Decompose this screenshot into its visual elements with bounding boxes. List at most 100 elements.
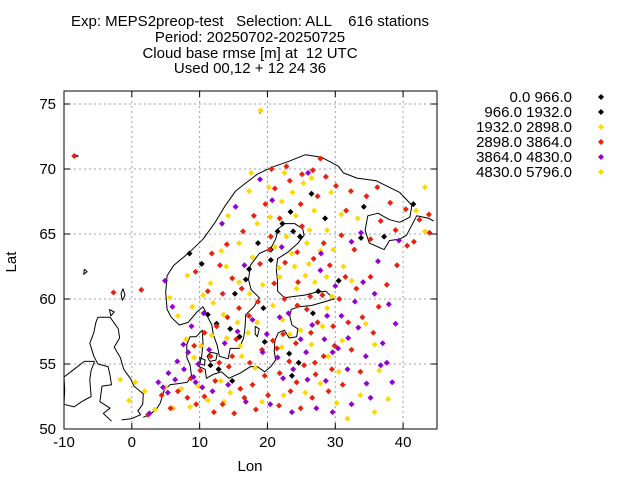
station-marker xyxy=(292,212,299,219)
station-marker xyxy=(377,362,384,369)
station-marker xyxy=(193,401,200,408)
station-marker xyxy=(189,303,196,310)
station-marker xyxy=(362,353,369,360)
station-marker xyxy=(288,409,295,416)
station-marker xyxy=(313,405,320,412)
station-marker xyxy=(269,197,276,204)
station-marker xyxy=(207,362,214,369)
station-marker xyxy=(348,277,355,284)
title-line: Exp: MEPS2preop-test Selection: ALL 616 … xyxy=(71,13,429,30)
station-marker xyxy=(328,189,335,196)
station-marker xyxy=(259,398,265,405)
station-marker xyxy=(238,353,245,360)
station-marker xyxy=(320,353,327,360)
station-marker xyxy=(259,349,266,356)
station-marker xyxy=(155,379,162,386)
station-marker xyxy=(220,311,227,318)
station-marker xyxy=(425,211,432,218)
station-marker xyxy=(249,254,256,261)
station-marker xyxy=(314,319,321,326)
station-marker xyxy=(276,402,282,409)
station-marker xyxy=(283,233,290,240)
station-marker xyxy=(312,371,319,378)
station-marker xyxy=(363,380,370,387)
station-marker xyxy=(227,389,234,396)
legend-marker xyxy=(598,154,604,160)
station-marker xyxy=(333,400,340,406)
station-marker xyxy=(314,193,321,200)
y-tick-label: 50 xyxy=(39,421,56,438)
y-tick-label: 55 xyxy=(39,356,56,373)
station-marker xyxy=(322,173,329,180)
coastline xyxy=(63,360,95,408)
coastline xyxy=(120,288,126,301)
station-marker xyxy=(353,285,360,292)
legend-marker xyxy=(598,94,604,100)
station-marker xyxy=(286,350,293,357)
y-axis-label: Lat xyxy=(3,251,20,273)
station-marker xyxy=(254,319,261,326)
station-marker xyxy=(225,363,232,370)
station-marker xyxy=(383,359,390,366)
station-marker xyxy=(219,401,226,408)
station-marker xyxy=(255,240,261,247)
station-marker xyxy=(238,285,245,292)
station-marker xyxy=(267,401,274,408)
station-marker xyxy=(358,234,364,241)
station-marker xyxy=(330,246,337,253)
station-marker xyxy=(219,220,225,227)
station-marker xyxy=(246,266,253,273)
station-marker xyxy=(208,332,215,339)
station-marker xyxy=(387,199,394,206)
station-marker xyxy=(325,388,332,395)
station-marker xyxy=(201,329,208,336)
station-marker xyxy=(339,337,346,344)
station-marker xyxy=(360,203,367,210)
station-marker xyxy=(363,193,370,200)
station-marker xyxy=(192,379,199,386)
station-marker xyxy=(246,188,253,195)
station-marker xyxy=(288,250,295,257)
station-marker xyxy=(241,262,248,269)
station-marker xyxy=(266,246,273,253)
station-marker xyxy=(311,207,318,214)
station-marker xyxy=(307,293,314,300)
legend-marker xyxy=(598,109,604,115)
station-marker xyxy=(283,163,290,170)
station-marker xyxy=(295,359,302,366)
station-marker xyxy=(294,249,301,256)
station-marker xyxy=(329,349,336,356)
station-marker xyxy=(383,281,390,288)
station-marker xyxy=(357,368,364,375)
station-marker xyxy=(309,322,316,328)
title-line: Used 00,12 + 12 24 36 xyxy=(174,60,326,77)
station-marker xyxy=(370,329,377,336)
station-marker xyxy=(338,232,345,239)
station-marker xyxy=(348,401,355,408)
station-marker xyxy=(309,310,316,317)
station-marker xyxy=(271,185,278,192)
station-marker xyxy=(242,276,249,283)
station-marker xyxy=(325,353,332,360)
station-marker xyxy=(318,250,324,257)
y-tick-label: 75 xyxy=(39,96,56,113)
station-marker xyxy=(300,180,307,187)
station-marker xyxy=(236,240,242,247)
station-marker xyxy=(207,280,214,287)
station-marker xyxy=(281,169,288,176)
station-marker xyxy=(345,335,352,341)
station-marker xyxy=(246,359,253,366)
station-marker xyxy=(236,305,242,312)
station-marker xyxy=(213,323,220,330)
station-marker xyxy=(290,228,297,235)
station-marker xyxy=(396,237,402,244)
station-marker xyxy=(271,280,278,287)
station-marker xyxy=(375,303,382,310)
station-marker xyxy=(146,410,153,417)
station-marker xyxy=(242,398,249,405)
station-marker xyxy=(198,260,205,267)
station-marker xyxy=(342,273,349,280)
station-marker xyxy=(375,258,381,265)
station-marker xyxy=(305,169,312,176)
